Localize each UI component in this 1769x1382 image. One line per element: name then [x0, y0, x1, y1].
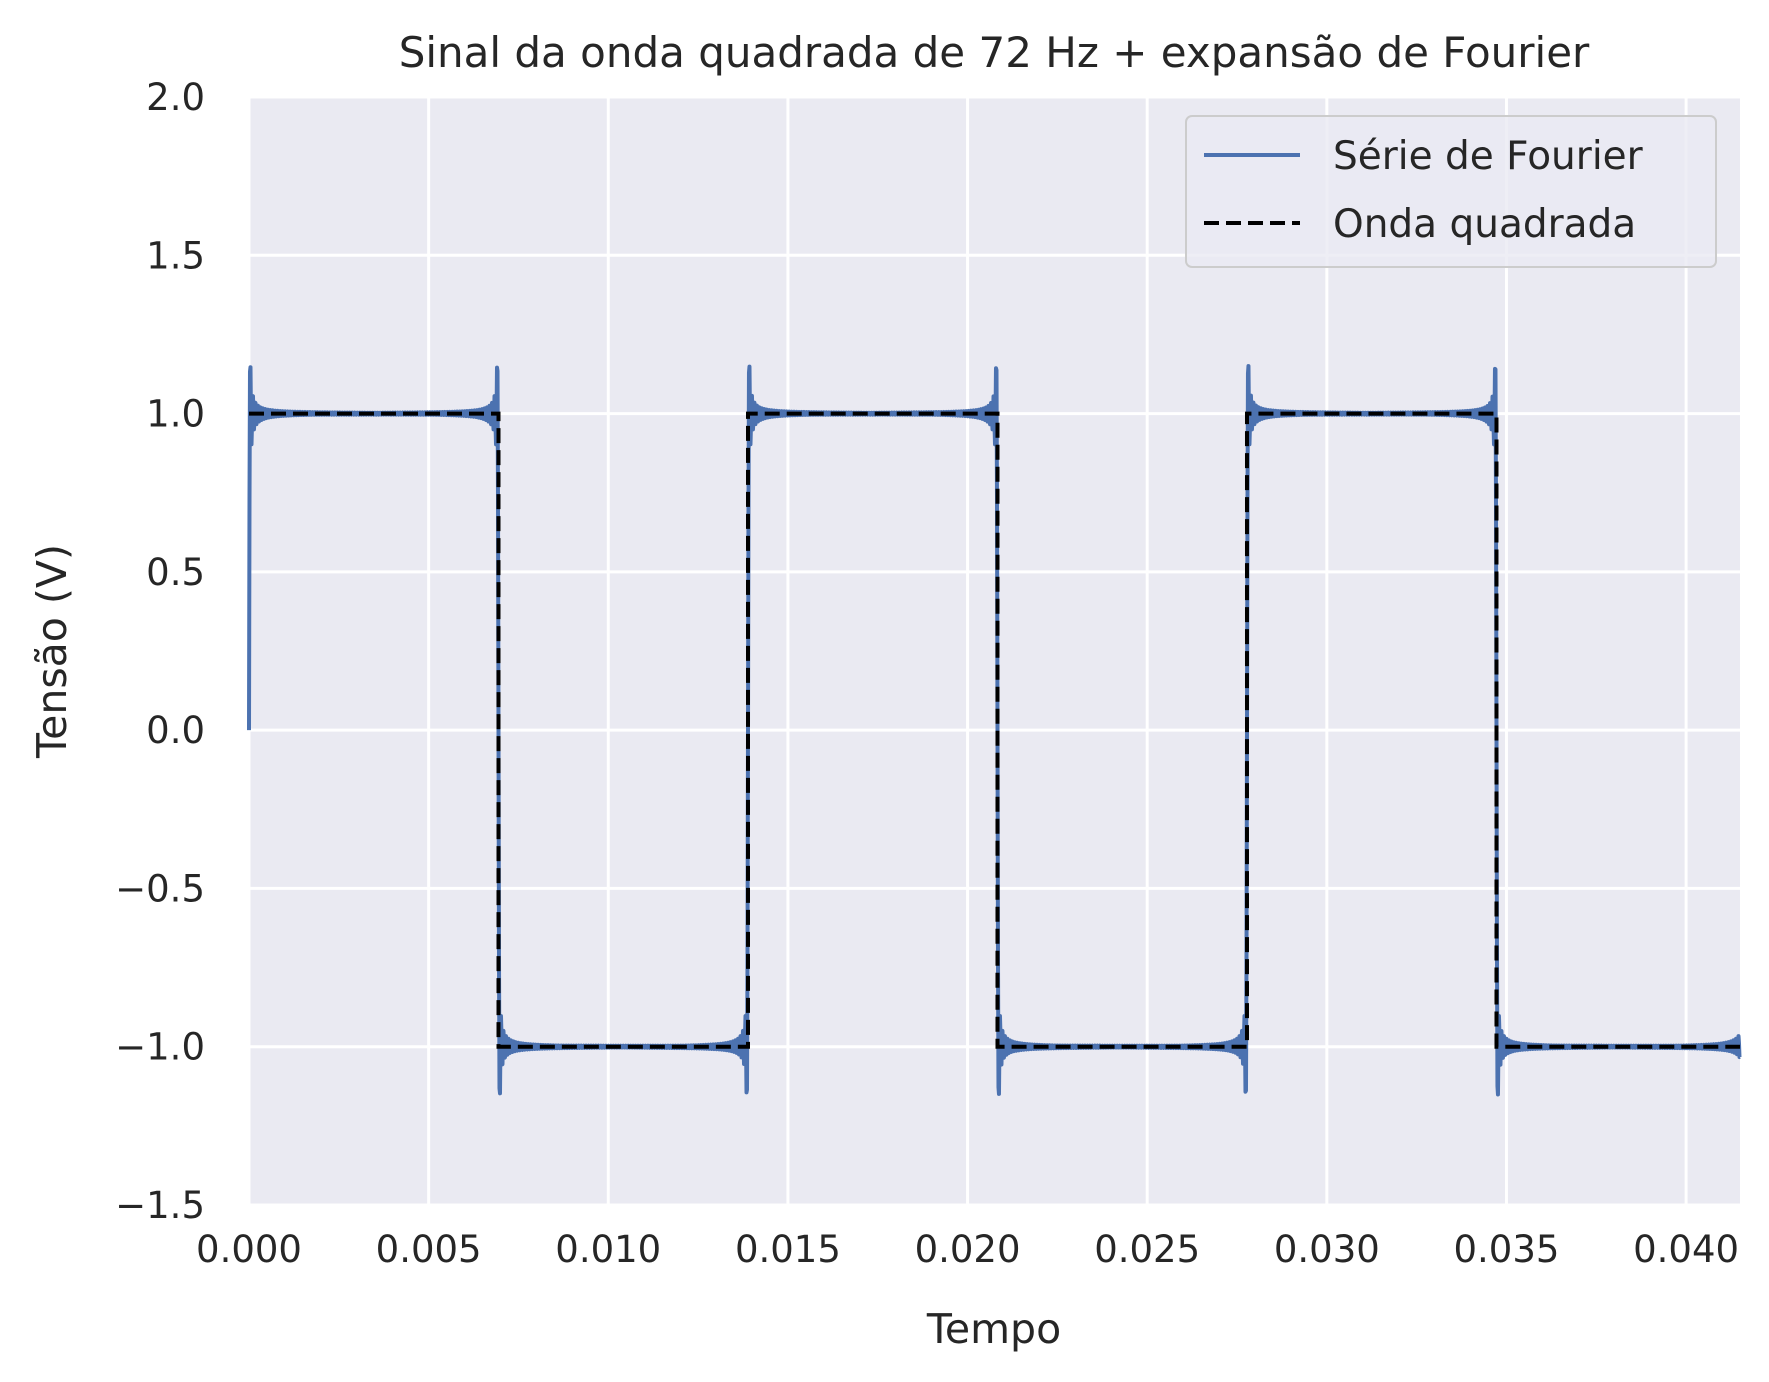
y-tick-label: 2.0 [146, 76, 205, 119]
legend-box [1185, 115, 1717, 268]
x-tick-label: 0.025 [1094, 1228, 1200, 1271]
ticks: 0.000 0.005 0.010 0.015 0.020 0.025 0.030 0.035… [115, 76, 1739, 1271]
x-tick-label: 0.015 [735, 1228, 841, 1271]
x-tick-label: 0.040 [1633, 1228, 1739, 1271]
x-tick-label: 0.005 [376, 1228, 482, 1271]
x-tick-label: 0.020 [915, 1228, 1021, 1271]
x-tick-label: 0.010 [555, 1228, 661, 1271]
y-tick-label: 1.5 [146, 234, 205, 277]
y-tick-label: 0.0 [146, 709, 205, 752]
x-tick-label: 0.030 [1274, 1228, 1380, 1271]
y-tick-label: −1.5 [115, 1184, 205, 1227]
y-tick-label: −1.0 [115, 1026, 205, 1069]
x-axis-title: Tempo [926, 1305, 1061, 1353]
x-tick-label: 0.000 [196, 1228, 302, 1271]
series-layer [247, 364, 1742, 1097]
y-tick-label: −0.5 [115, 867, 205, 910]
chart-title: Sinal da onda quadrada de 72 Hz + expans… [399, 28, 1590, 77]
series-line-square [249, 411, 1740, 1049]
legend-label-fourier: Série de Fourier [1333, 134, 1644, 179]
y-tick-label: 0.5 [146, 551, 205, 594]
y-axis-title: Tensão (V) [28, 544, 76, 759]
series-line-fourier [247, 364, 1742, 1097]
y-tick-label: 1.0 [146, 393, 205, 436]
legend: Série de Fourier Onda quadrada [1185, 115, 1717, 268]
x-tick-label: 0.035 [1454, 1228, 1560, 1271]
legend-label-square: Onda quadrada [1333, 202, 1636, 247]
